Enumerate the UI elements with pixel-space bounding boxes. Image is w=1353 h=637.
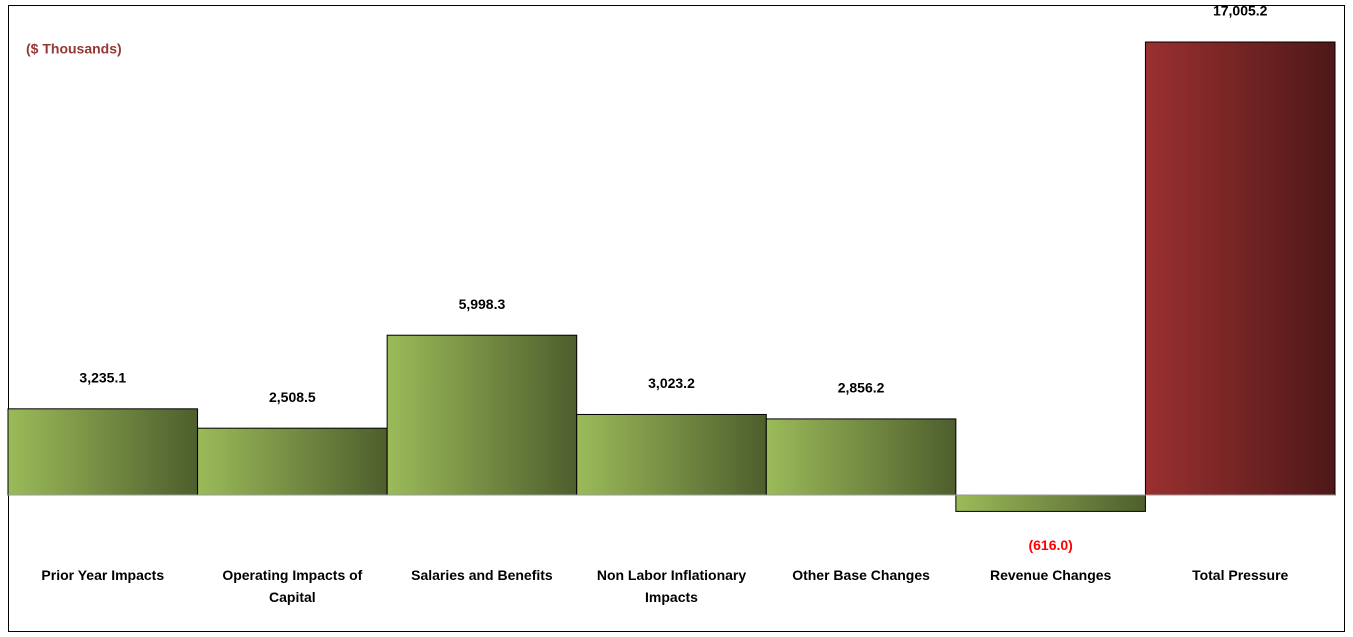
bar [765,418,957,496]
x-tick-label: Other Base Changes [792,567,930,583]
bar [576,413,767,496]
x-tick-label: Prior Year Impacts [41,567,165,583]
frame [8,5,1345,632]
bar [7,408,199,496]
bar [197,427,388,496]
value-label: 3,023.2 [648,375,695,391]
bar [386,334,578,496]
x-tick-label: Operating Impacts of Capital [222,567,363,605]
bar [955,494,1146,512]
chart-subtitle: ($ Thousands) [26,41,122,57]
value-label: 3,235.1 [79,370,126,386]
value-label: 5,998.3 [459,296,506,312]
x-tick-label: Total Pressure [1192,567,1289,583]
bar [1144,41,1336,496]
x-tick-label: Non Labor Inflationary Impacts [596,567,747,605]
value-label: 17,005.2 [1213,3,1268,19]
value-label: 2,856.2 [838,380,885,396]
x-tick-label: Salaries and Benefits [411,567,553,583]
value-label: (616.0) [1028,537,1072,553]
value-label: 2,508.5 [269,389,316,405]
x-tick-label: Revenue Changes [989,567,1112,583]
